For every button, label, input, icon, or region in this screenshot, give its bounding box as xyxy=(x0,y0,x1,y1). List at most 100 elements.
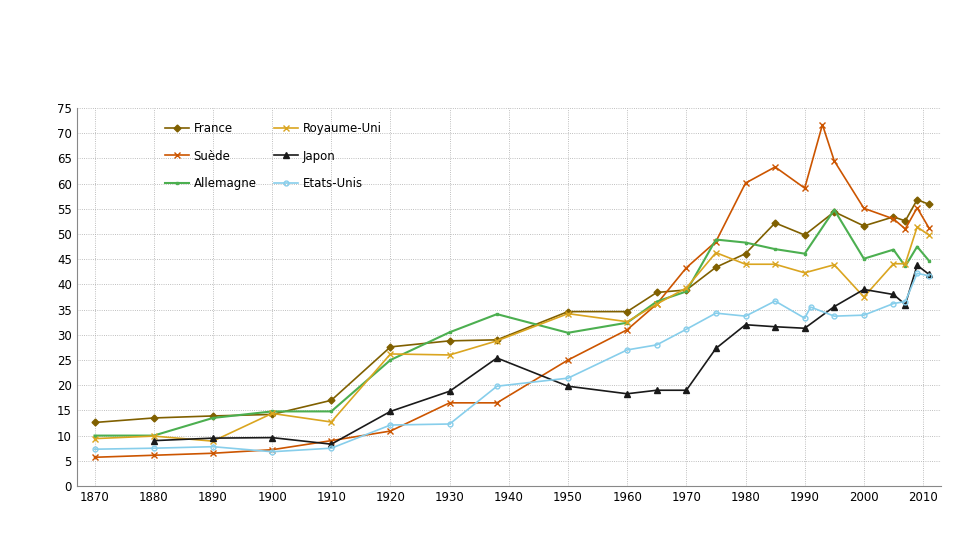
Japon xyxy=(769,323,780,330)
Suède xyxy=(799,185,810,191)
Suède xyxy=(900,226,911,232)
Allemagne xyxy=(799,251,810,257)
Allemagne xyxy=(207,415,219,421)
Allemagne xyxy=(769,246,780,252)
Suède xyxy=(88,454,100,461)
Etats-Unis xyxy=(681,326,692,333)
Royaume-Uni xyxy=(900,260,911,267)
Suède xyxy=(911,205,923,211)
Allemagne xyxy=(444,329,455,335)
Etats-Unis xyxy=(710,310,722,316)
France xyxy=(385,343,396,350)
Japon xyxy=(858,286,870,293)
Japon xyxy=(385,408,396,415)
Suède xyxy=(888,215,900,222)
Allemagne xyxy=(385,357,396,363)
Etats-Unis xyxy=(325,445,337,451)
France xyxy=(563,308,574,315)
France xyxy=(769,220,780,226)
France xyxy=(266,411,277,417)
Royaume-Uni xyxy=(492,338,503,344)
France xyxy=(207,413,219,419)
Japon xyxy=(911,262,923,268)
Etats-Unis xyxy=(799,315,810,321)
Line: France: France xyxy=(92,197,931,425)
Suède xyxy=(266,447,277,453)
Allemagne xyxy=(266,408,277,415)
Suède xyxy=(563,357,574,363)
Allemagne xyxy=(492,311,503,318)
Etats-Unis xyxy=(88,446,100,453)
Allemagne xyxy=(924,258,935,264)
Allemagne xyxy=(148,433,159,439)
Allemagne xyxy=(325,408,337,415)
Suède xyxy=(828,158,840,164)
Text: Montée des dépenses publiques sur le long terme (% du PIB): Montée des dépenses publiques sur le lon… xyxy=(200,38,818,57)
Japon xyxy=(325,441,337,448)
France xyxy=(710,264,722,271)
Allemagne xyxy=(858,255,870,262)
Allemagne xyxy=(828,207,840,213)
Royaume-Uni xyxy=(207,438,219,444)
Royaume-Uni xyxy=(266,410,277,417)
Etats-Unis xyxy=(207,443,219,450)
Royaume-Uni xyxy=(651,301,662,307)
Japon xyxy=(621,390,633,397)
Etats-Unis xyxy=(651,342,662,348)
Japon xyxy=(444,388,455,395)
Suède xyxy=(769,164,780,170)
France xyxy=(325,397,337,403)
Suède xyxy=(817,122,828,128)
Japon xyxy=(900,301,911,308)
Allemagne xyxy=(740,239,752,246)
Etats-Unis xyxy=(924,273,935,279)
Royaume-Uni xyxy=(681,285,692,291)
Etats-Unis xyxy=(266,449,277,455)
Allemagne xyxy=(651,298,662,305)
Allemagne xyxy=(563,329,574,336)
Line: Suède: Suède xyxy=(91,121,932,461)
Royaume-Uni xyxy=(444,352,455,358)
Etats-Unis xyxy=(858,312,870,319)
Suède xyxy=(207,450,219,456)
Etats-Unis xyxy=(492,383,503,389)
France xyxy=(799,232,810,238)
Allemagne xyxy=(681,288,692,295)
Etats-Unis xyxy=(740,313,752,319)
Japon xyxy=(740,321,752,328)
Suède xyxy=(444,400,455,406)
Japon xyxy=(651,387,662,394)
Japon xyxy=(681,387,692,394)
Royaume-Uni xyxy=(740,261,752,267)
Line: Royaume-Uni: Royaume-Uni xyxy=(92,224,932,444)
Etats-Unis xyxy=(444,421,455,427)
France xyxy=(88,419,100,426)
Royaume-Uni xyxy=(710,249,722,256)
France xyxy=(651,289,662,296)
Royaume-Uni xyxy=(621,319,633,325)
Japon xyxy=(148,437,159,444)
Suède xyxy=(651,301,662,307)
Japon xyxy=(888,291,900,298)
France xyxy=(444,338,455,344)
Suède xyxy=(710,238,722,245)
Japon xyxy=(207,435,219,441)
France xyxy=(492,336,503,343)
Royaume-Uni xyxy=(563,310,574,317)
France xyxy=(911,197,923,203)
Suède xyxy=(621,327,633,333)
Legend: France, Suède, Allemagne, Royaume-Uni, Japon, Etats-Unis: France, Suède, Allemagne, Royaume-Uni, J… xyxy=(160,118,386,194)
Allemagne xyxy=(710,237,722,243)
France xyxy=(740,251,752,257)
Etats-Unis xyxy=(563,375,574,381)
Japon xyxy=(710,345,722,352)
Etats-Unis xyxy=(900,298,911,305)
Allemagne xyxy=(888,246,900,253)
Suède xyxy=(740,180,752,186)
Royaume-Uni xyxy=(148,433,159,440)
Suède xyxy=(325,437,337,444)
Japon xyxy=(492,355,503,361)
Suède xyxy=(492,400,503,406)
Suède xyxy=(858,205,870,212)
Royaume-Uni xyxy=(88,435,100,442)
